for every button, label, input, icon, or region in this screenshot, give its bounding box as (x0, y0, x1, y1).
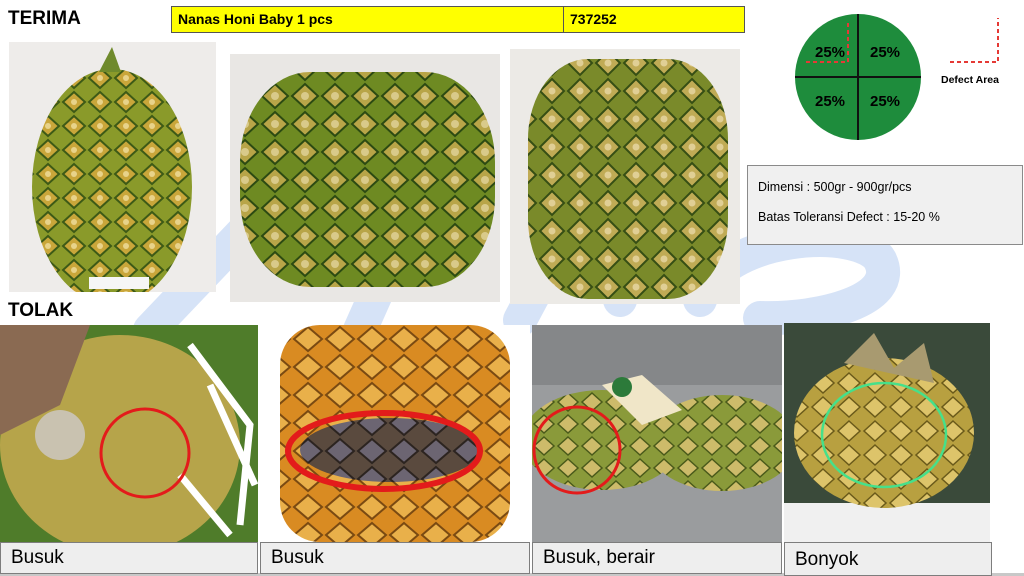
reject-photo-4 (784, 323, 990, 542)
accept-photo-1 (9, 42, 216, 292)
quadrant-label-bl: 25% (815, 93, 846, 110)
quadrant-label-tl: 25% (815, 44, 846, 61)
reject-photo-2 (260, 325, 530, 542)
reject-heading: TOLAK (8, 300, 74, 321)
defect-marker-1 (99, 407, 191, 499)
reject-caption-3: Busuk, berair (532, 542, 782, 574)
defect-marker-4 (820, 381, 948, 489)
defect-marker-3 (532, 405, 622, 495)
tolerance-text: Batas Toleransi Defect : 15-20 % (758, 210, 940, 224)
reject-photo-3 (532, 325, 782, 542)
quadrant-label-br: 25% (870, 93, 901, 110)
reject-caption-1: Busuk (0, 542, 258, 574)
reject-photo-1 (0, 325, 258, 542)
spec-box: Dimensi : 500gr - 900gr/pcs Batas Tolera… (747, 165, 1023, 245)
reject-caption-4: Bonyok (784, 542, 992, 576)
accept-photo-2 (230, 54, 500, 302)
accept-heading: TERIMA (8, 8, 81, 29)
defect-marker-2 (285, 410, 483, 492)
quadrant-label-tr: 25% (870, 44, 901, 61)
defect-legend: 25% 25% 25% 25% Defect Area (790, 10, 1020, 150)
product-code: 737252 (570, 11, 617, 27)
product-box: Nanas Honi Baby 1 pcs 737252 (171, 6, 745, 33)
defect-area-label: Defect Area (941, 74, 999, 86)
product-name: Nanas Honi Baby 1 pcs (172, 7, 564, 32)
dimension-text: Dimensi : 500gr - 900gr/pcs (758, 180, 912, 194)
bottom-rule (0, 573, 1024, 576)
accept-photo-3 (510, 49, 740, 304)
reject-caption-2: Busuk (260, 542, 530, 574)
